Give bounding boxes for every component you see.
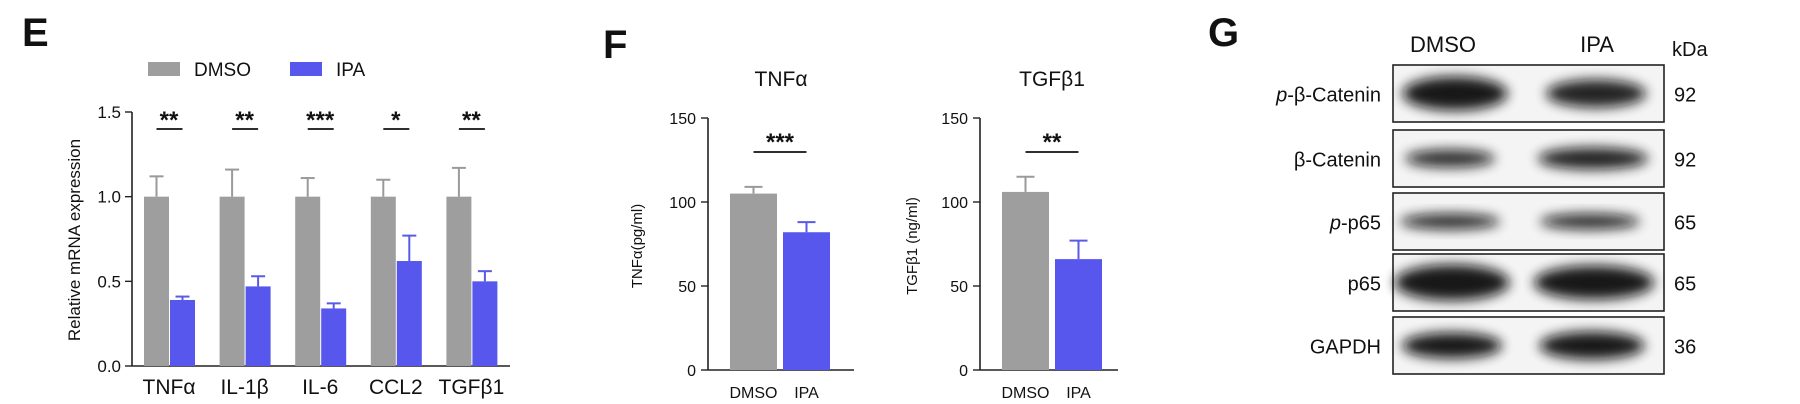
panel-letter-g: G: [1208, 11, 1239, 55]
panel-f: F TNFα TNFα(pg/ml) TGFβ1 TGFβ1 (ng/ml) 0…: [603, 23, 1118, 402]
legend-label-dmso: DMSO: [194, 60, 251, 81]
f1-x-tick-label: IPA: [794, 385, 819, 402]
blot-band-ipa: [1539, 331, 1645, 360]
blot-band-dmso: [1405, 149, 1495, 168]
e-y-tick-label: 1.5: [97, 103, 121, 122]
blot-band-ipa: [1546, 79, 1646, 108]
blot-row-label: p65: [1348, 274, 1381, 296]
f2-y-tick-label: 100: [941, 195, 968, 212]
f2-x-tick-label: IPA: [1066, 385, 1091, 402]
blot-band-ipa: [1534, 265, 1654, 300]
e-y-tick-label: 1.0: [97, 188, 121, 207]
f2-y-tick-label: 0: [959, 363, 968, 380]
f1-title: TNFα: [755, 68, 808, 91]
f1-y-axis-label: TNFα(pg/ml): [629, 204, 646, 289]
legend-label-ipa: IPA: [336, 60, 366, 81]
f1-significance-mark: ***: [766, 129, 795, 156]
e-x-tick-label: TGFβ1: [439, 376, 505, 399]
e-bar-dmso: [295, 196, 321, 366]
blot-kda-value: 65: [1674, 274, 1696, 296]
f2-y-axis-label: TGFβ1 (ng/ml): [904, 197, 921, 295]
f1-y-tick-label: 150: [669, 111, 696, 128]
blot-band-ipa: [1538, 147, 1648, 170]
e-significance-mark: **: [462, 107, 481, 134]
blot-band-dmso: [1400, 213, 1500, 230]
blot-kda-value: 36: [1674, 337, 1696, 359]
f2-bar-dmso: [1002, 191, 1049, 370]
f2-bar-ipa: [1055, 259, 1102, 370]
blot-band-dmso: [1402, 332, 1502, 359]
f2-x-tick-label: DMSO: [1002, 385, 1050, 402]
blot-row-label: p-β-Catenin: [1275, 85, 1381, 107]
f2-y-tick-label: 150: [941, 111, 968, 128]
e-bar-dmso: [446, 196, 472, 366]
blot-band-ipa: [1540, 213, 1640, 230]
e-bar-ipa: [396, 261, 422, 366]
e-y-tick-label: 0.0: [97, 357, 121, 376]
blot-lane-label-ipa: IPA: [1580, 32, 1614, 57]
e-bar-dmso: [219, 196, 245, 366]
e-bar-ipa: [170, 299, 195, 366]
f1-bar-ipa: [783, 232, 830, 370]
blot-kda-value: 92: [1674, 150, 1696, 172]
e-y-axis-label: Relative mRNA expression: [65, 139, 84, 341]
e-bar-ipa: [321, 308, 347, 366]
e-significance-mark: *: [391, 107, 401, 134]
blot-band-dmso: [1402, 76, 1508, 111]
f2-y-tick-label: 50: [950, 279, 968, 296]
blot-row-label: GAPDH: [1310, 337, 1381, 359]
f2-title: TGFβ1: [1019, 68, 1085, 91]
f1-y-tick-label: 50: [678, 279, 696, 296]
blot-band-dmso: [1394, 264, 1510, 301]
panel-g: G DMSO IPA kDa p-β-Catenin 92 β-Catenin 92 p…: [1208, 11, 1708, 375]
blot-lane-label-dmso: DMSO: [1410, 32, 1476, 57]
f1-y-tick-label: 0: [687, 363, 696, 380]
e-bar-dmso: [144, 196, 169, 366]
panel-letter-f: F: [603, 23, 627, 67]
blot-kda-header: kDa: [1672, 39, 1708, 61]
legend-swatch-dmso: [148, 62, 180, 76]
e-x-tick-label: CCL2: [369, 376, 423, 399]
e-y-tick-label: 0.5: [97, 272, 121, 291]
f1-x-tick-label: DMSO: [730, 385, 778, 402]
blot-row-label: β-Catenin: [1294, 150, 1381, 172]
f1-bar-dmso: [730, 193, 777, 370]
blot-row-label: p-p65: [1329, 213, 1381, 235]
blot-kda-value: 65: [1674, 213, 1696, 235]
e-significance-mark: **: [235, 107, 254, 134]
panel-e: E DMSO IPA 0.0 0.5 1.0 1.5 TNFα ** IL-1β ** IL-…: [22, 11, 510, 399]
e-x-tick-label: IL-1β: [220, 376, 268, 399]
e-significance-mark: **: [160, 107, 179, 134]
f2-significance-mark: **: [1043, 129, 1062, 156]
e-bar-dmso: [370, 196, 396, 366]
legend-swatch-ipa: [290, 62, 322, 76]
e-bar-ipa: [472, 281, 498, 366]
blot-kda-value: 92: [1674, 85, 1696, 107]
f1-y-tick-label: 100: [669, 195, 696, 212]
e-significance-mark: ***: [306, 107, 335, 134]
e-bar-ipa: [245, 286, 271, 366]
panel-letter-e: E: [22, 11, 49, 55]
e-x-tick-label: IL-6: [302, 376, 338, 399]
e-x-tick-label: TNFα: [143, 376, 196, 399]
